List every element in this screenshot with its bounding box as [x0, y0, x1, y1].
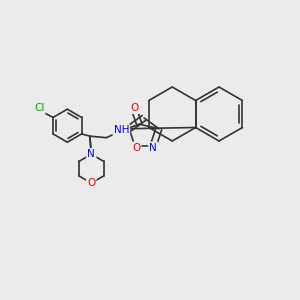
Text: N: N	[88, 149, 95, 159]
Text: Cl: Cl	[34, 103, 44, 113]
Text: O: O	[131, 103, 139, 113]
Text: O: O	[87, 178, 95, 188]
Text: N: N	[149, 142, 157, 153]
Text: N: N	[88, 151, 95, 161]
Text: NH: NH	[114, 125, 129, 135]
Text: O: O	[132, 142, 140, 153]
